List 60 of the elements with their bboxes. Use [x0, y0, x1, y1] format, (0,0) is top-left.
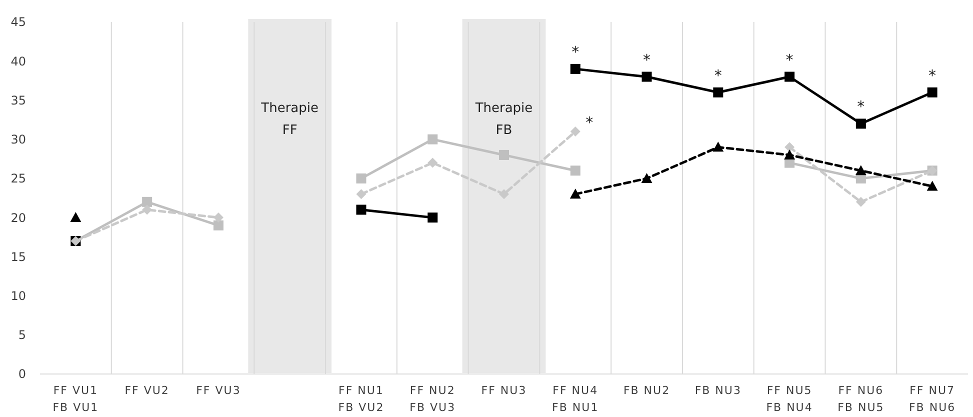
point	[926, 180, 938, 191]
point	[213, 212, 224, 223]
point	[713, 87, 724, 98]
y-tick-label: 25	[10, 172, 26, 186]
point	[570, 126, 580, 137]
x-tick-label: FB NU2	[623, 384, 670, 397]
point	[428, 158, 438, 168]
y-tick-label: 15	[10, 250, 26, 264]
annotation: *	[643, 50, 652, 69]
point	[428, 212, 438, 223]
point	[499, 189, 509, 200]
x-tick-label: FF VU1 FB VU1	[52, 384, 99, 414]
point	[856, 196, 866, 207]
point	[570, 188, 581, 199]
band-label: Therapie FB	[474, 101, 533, 138]
y-tick-label: 10	[10, 288, 26, 303]
band-label: Therapie FF	[260, 101, 319, 138]
point	[356, 189, 366, 200]
x-tick-label: FF VU2	[124, 384, 170, 397]
point	[784, 72, 795, 82]
point	[499, 150, 509, 160]
point	[142, 196, 152, 207]
point	[641, 172, 652, 183]
y-tick-label: 5	[18, 328, 26, 342]
x-tick-label: FF NU6 FB NU5	[838, 384, 884, 414]
point	[70, 212, 82, 222]
x-tick-label: FF NU1 FB VU2	[338, 384, 384, 414]
x-tick-label: FF NU3	[481, 384, 527, 397]
point	[856, 118, 866, 129]
x-tick-label: FF NU5 FB NU4	[766, 384, 813, 414]
point	[784, 149, 796, 160]
y-tick-label: 45	[10, 15, 26, 30]
y-tick-label: 0	[18, 367, 26, 382]
point	[428, 134, 438, 144]
point	[356, 204, 366, 215]
point	[570, 64, 580, 74]
point	[927, 87, 938, 98]
point	[855, 165, 866, 176]
annotation: *	[857, 98, 866, 116]
point	[570, 166, 580, 176]
point	[356, 173, 366, 184]
point	[213, 220, 224, 230]
annotation: *	[572, 42, 580, 61]
x-tick-label: FB NU3	[694, 384, 742, 397]
annotation: *	[928, 66, 937, 84]
x-tick-label: FF VU3	[196, 384, 241, 397]
annotation: *	[786, 50, 794, 69]
point	[142, 204, 152, 215]
point	[712, 142, 724, 152]
y-tick-label: 20	[10, 210, 26, 225]
point	[784, 142, 795, 152]
annotation: *	[586, 114, 594, 132]
x-tick-label: FF NU2 FB VU3	[410, 384, 456, 414]
point	[642, 72, 652, 82]
y-tick-label: 35	[10, 93, 26, 108]
y-tick-label: 30	[10, 132, 26, 147]
annotation: *	[714, 66, 722, 84]
x-tick-label: FF NU4 FB NU1	[552, 384, 599, 414]
x-tick-label: FF NU7 FB NU6	[908, 384, 956, 414]
y-tick-label: 40	[10, 54, 26, 68]
